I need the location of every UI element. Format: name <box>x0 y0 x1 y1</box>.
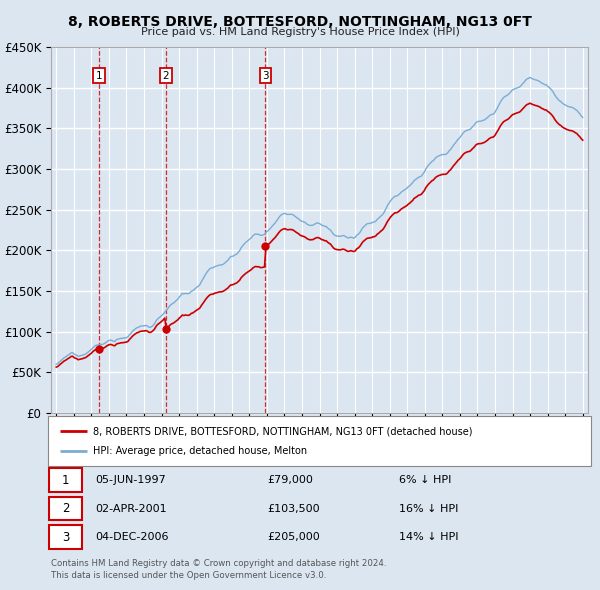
Text: 2: 2 <box>62 502 69 515</box>
Text: 8, ROBERTS DRIVE, BOTTESFORD, NOTTINGHAM, NG13 0FT (detached house): 8, ROBERTS DRIVE, BOTTESFORD, NOTTINGHAM… <box>93 427 473 436</box>
Text: 14% ↓ HPI: 14% ↓ HPI <box>399 532 458 542</box>
Text: £79,000: £79,000 <box>267 476 313 486</box>
Text: 05-JUN-1997: 05-JUN-1997 <box>95 476 166 486</box>
Text: 02-APR-2001: 02-APR-2001 <box>95 504 166 514</box>
Text: 1: 1 <box>62 474 69 487</box>
Text: 16% ↓ HPI: 16% ↓ HPI <box>399 504 458 514</box>
Text: 3: 3 <box>262 71 269 81</box>
Text: £205,000: £205,000 <box>267 532 320 542</box>
Text: Contains HM Land Registry data © Crown copyright and database right 2024.: Contains HM Land Registry data © Crown c… <box>51 559 386 568</box>
Text: 3: 3 <box>62 530 69 543</box>
Text: Price paid vs. HM Land Registry's House Price Index (HPI): Price paid vs. HM Land Registry's House … <box>140 27 460 37</box>
Text: 1: 1 <box>96 71 103 81</box>
Text: 8, ROBERTS DRIVE, BOTTESFORD, NOTTINGHAM, NG13 0FT: 8, ROBERTS DRIVE, BOTTESFORD, NOTTINGHAM… <box>68 15 532 29</box>
Text: 6% ↓ HPI: 6% ↓ HPI <box>399 476 451 486</box>
Text: HPI: Average price, detached house, Melton: HPI: Average price, detached house, Melt… <box>93 446 307 455</box>
Text: This data is licensed under the Open Government Licence v3.0.: This data is licensed under the Open Gov… <box>51 571 326 580</box>
Text: £103,500: £103,500 <box>267 504 320 514</box>
Text: 2: 2 <box>163 71 169 81</box>
Text: 04-DEC-2006: 04-DEC-2006 <box>95 532 168 542</box>
